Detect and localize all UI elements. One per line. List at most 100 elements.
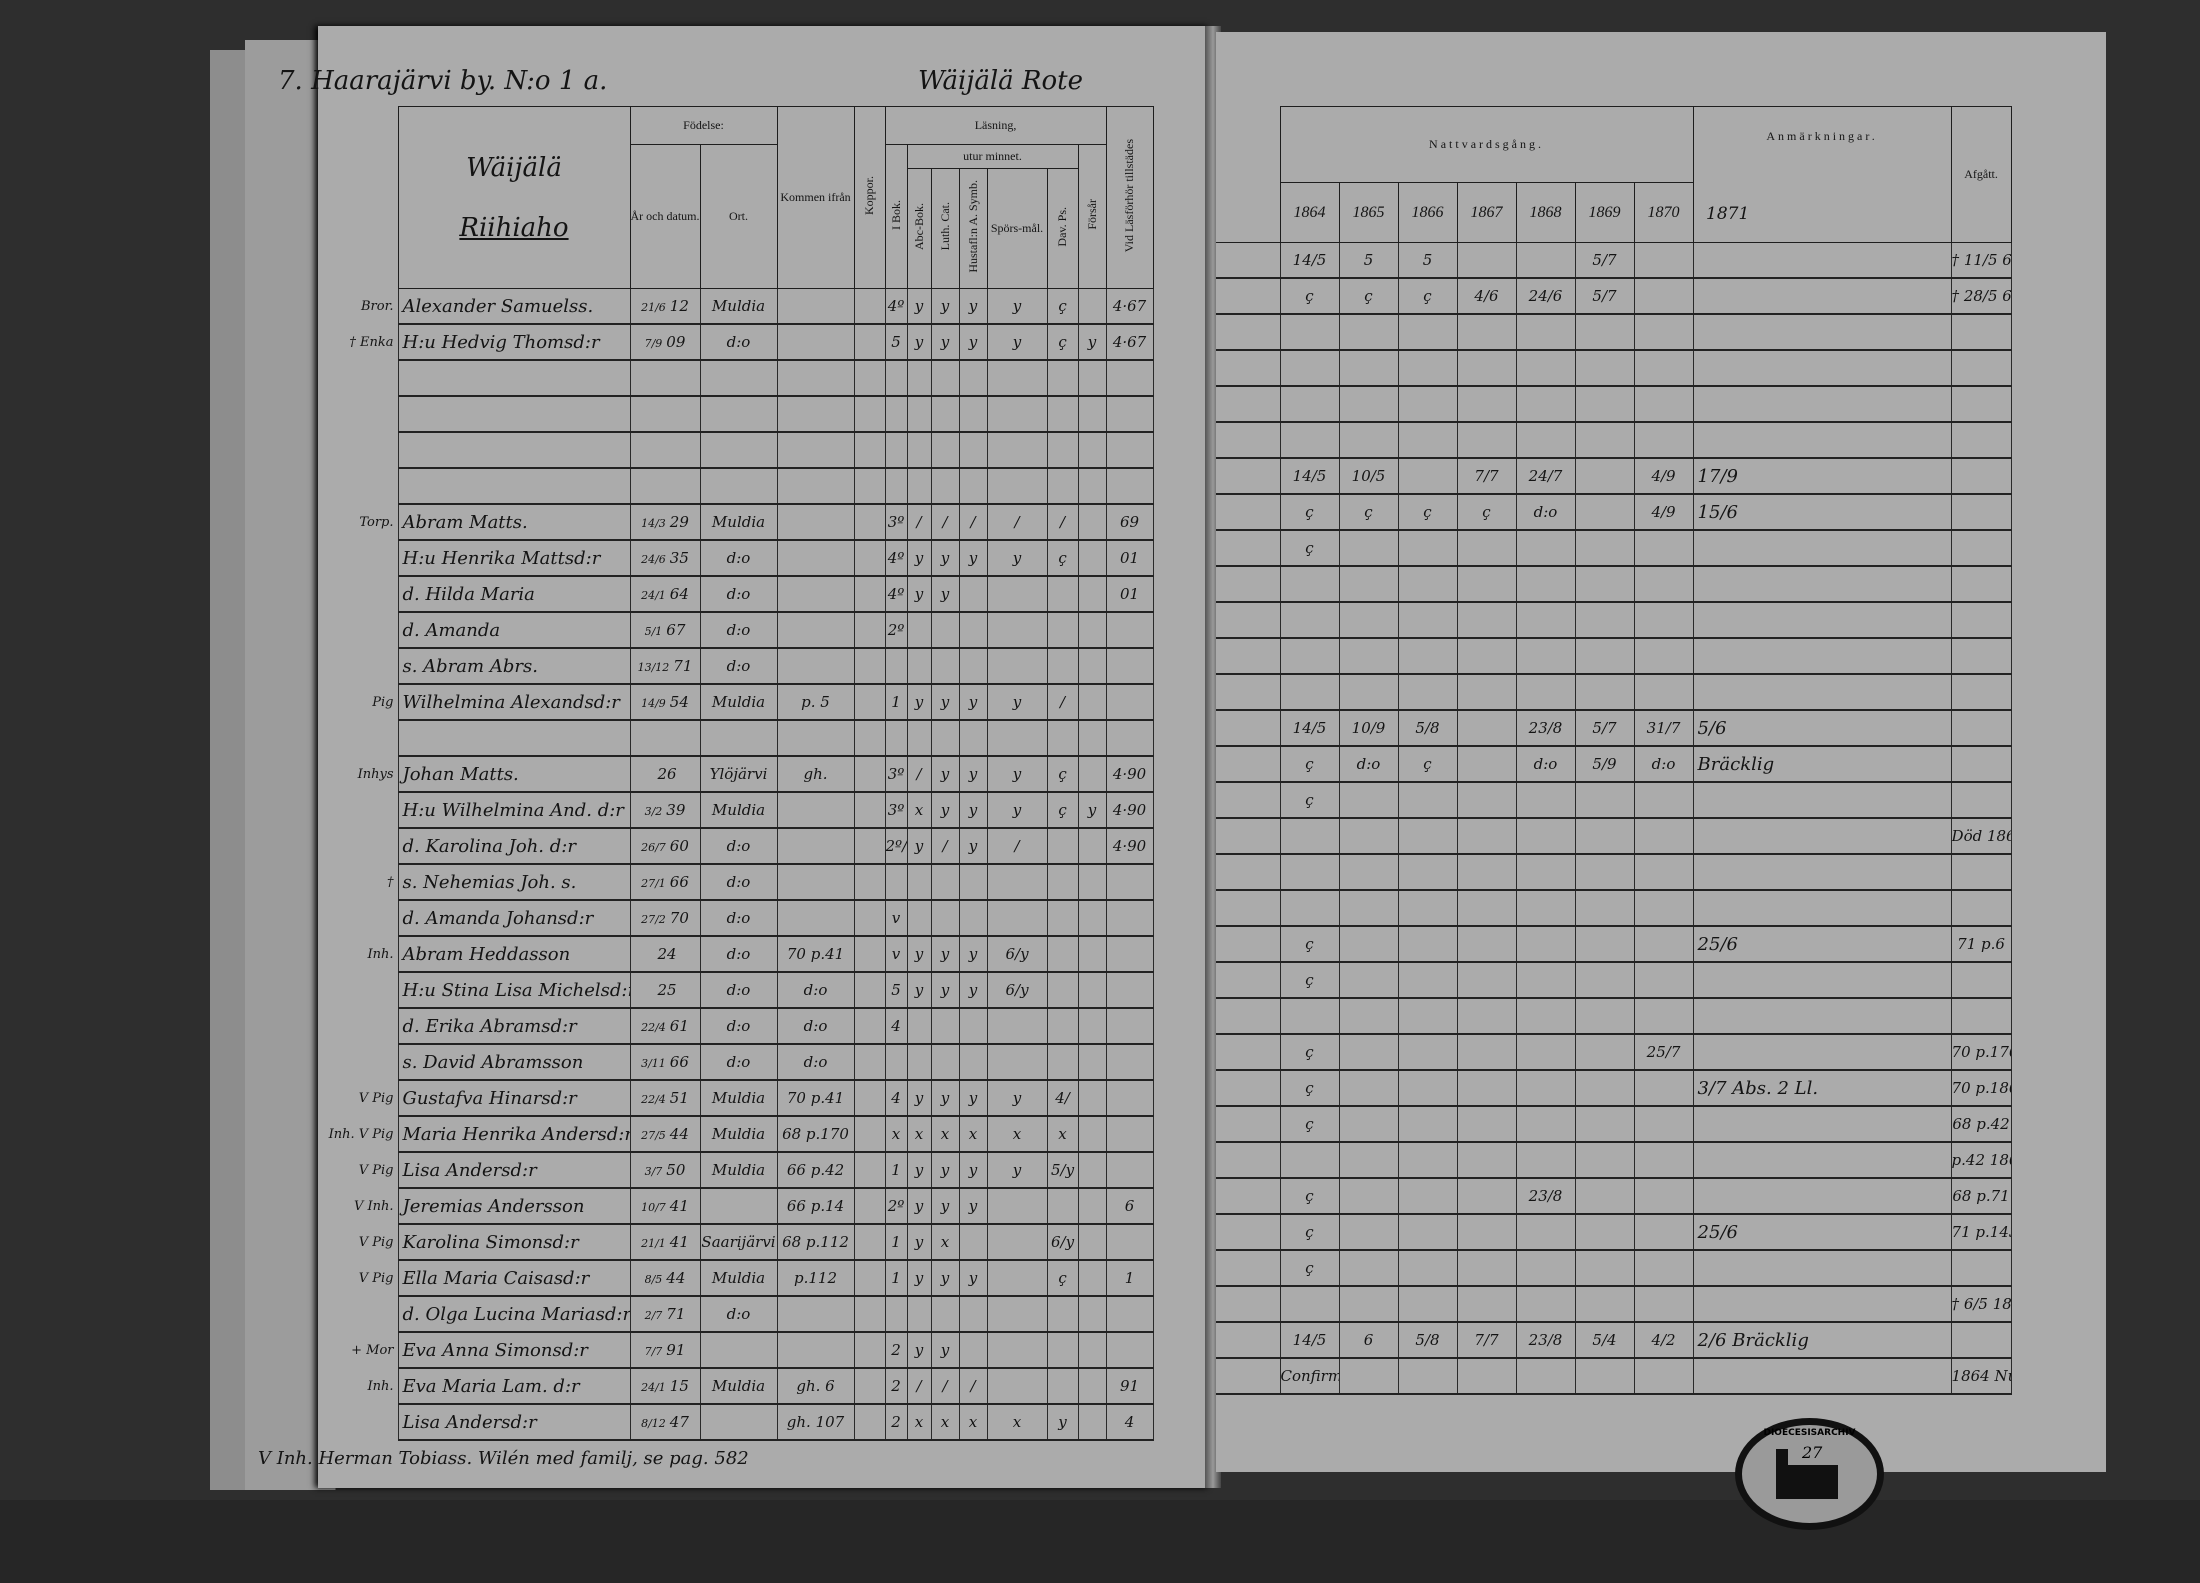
register-row: Bror. Alexander Samuelss. 21/6 12 Muldia 4º y y… (318, 288, 1154, 325)
margin-note (318, 792, 398, 828)
right-margin-cell (1216, 602, 1280, 639)
remark: Bräcklig (1692, 746, 1952, 783)
communion-1864: 14/5 (1279, 1322, 1340, 1359)
sporsmal-mark (986, 432, 1048, 469)
communion-1870: d:o (1633, 746, 1694, 783)
communion-1865 (1338, 1214, 1399, 1251)
communion-row (1216, 314, 2012, 351)
koppor-mark (853, 1080, 886, 1117)
person-name: Alexander Samuelss. (397, 288, 631, 325)
sporsmal-mark (986, 1296, 1048, 1333)
communion-1868 (1515, 1070, 1576, 1107)
communion-1868: 23/8 (1515, 1178, 1576, 1215)
communion-1869 (1574, 458, 1635, 495)
hustafl-mark: y (958, 540, 988, 577)
birth-place: d:o (699, 324, 778, 361)
right-margin-cell (1216, 314, 1280, 351)
hustafl-mark (958, 1008, 988, 1045)
came-from (776, 864, 855, 901)
birth-year: 41 (669, 1233, 689, 1251)
communion-1868 (1515, 854, 1576, 891)
sporsmal-mark (986, 1260, 1048, 1297)
person-name: Wilhelmina Alexandsd:r (397, 684, 631, 721)
communion-1865 (1338, 1286, 1399, 1323)
communion-1869: 5/7 (1574, 278, 1635, 315)
forsar-mark (1077, 396, 1107, 433)
birth-place: Ylöjärvi (699, 756, 778, 793)
lasforhor-mark (1105, 1152, 1154, 1189)
communion-1868 (1515, 890, 1576, 927)
koppor-header: Koppor. (853, 106, 886, 289)
communion-1867 (1456, 926, 1517, 963)
birth-year: 29 (669, 513, 689, 531)
communion-1864 (1279, 818, 1340, 855)
right-margin-cell (1216, 1214, 1280, 1251)
communion-1865 (1338, 782, 1399, 819)
communion-1869: 5/4 (1574, 1322, 1635, 1359)
margin-note (318, 1404, 398, 1440)
communion-1866 (1397, 1286, 1458, 1323)
came-from: 66 p.42 (776, 1152, 855, 1189)
departed (1950, 674, 2012, 711)
hustafl-mark (958, 612, 988, 649)
koppor-mark (853, 396, 886, 433)
abc-bok-mark: / (906, 756, 932, 793)
communion-1864 (1279, 854, 1340, 891)
communion-1867: 7/7 (1456, 458, 1517, 495)
hustafl-mark: y (958, 756, 988, 793)
communion-row: ç d:o ç d:o 5/9 d:o Bräcklig (1216, 746, 2012, 783)
communion-row (1216, 350, 2012, 387)
communion-1867 (1456, 710, 1517, 747)
communion-1864: ç (1279, 782, 1340, 819)
stamp-number: 27 (1802, 1443, 1823, 1462)
departed: 70 p.170 (1950, 1034, 2012, 1071)
hustafl-mark: y (958, 1152, 988, 1189)
birth-day: 7/9 (644, 336, 663, 350)
luth-cat-mark (930, 1296, 960, 1333)
came-from (776, 720, 855, 757)
communion-1865 (1338, 1034, 1399, 1071)
register-row (318, 468, 1154, 505)
margin-note (318, 1296, 398, 1332)
remark (1692, 566, 1952, 603)
archive-stamp: DIOECESISARCHIV 27 (1735, 1418, 1884, 1530)
came-from (776, 432, 855, 469)
remark (1692, 314, 1952, 351)
communion-1870 (1633, 530, 1694, 567)
hustafl-mark: y (958, 1260, 988, 1297)
remark: 5/6 (1692, 710, 1952, 747)
lasforhor-mark: 4·90 (1105, 792, 1154, 829)
communion-1869: 5/7 (1574, 242, 1635, 279)
communion-1869 (1574, 566, 1635, 603)
birth-place: d:o (699, 864, 778, 901)
register-row: Inh. V Pig Maria Henrika Andersd:r 27/5 44 M… (318, 1116, 1154, 1153)
communion-1868: 23/8 (1515, 1322, 1576, 1359)
forsar-mark (1077, 1332, 1107, 1369)
dav-ps-mark (1046, 1332, 1079, 1369)
luth-cat-mark: y (930, 792, 960, 829)
birth-date: 3/11 66 (629, 1044, 701, 1081)
i-bok-mark: 2º/ (884, 828, 908, 865)
abc-bok-mark: y (906, 1152, 932, 1189)
remark (1692, 602, 1952, 639)
communion-1864: ç (1279, 962, 1340, 999)
sporsmal-mark (986, 1044, 1048, 1081)
luth-cat-mark (930, 468, 960, 505)
communion-1868: 24/7 (1515, 458, 1576, 495)
luth-cat-mark: y (930, 684, 960, 721)
remark (1692, 1034, 1952, 1071)
luth-cat-mark: / (930, 1368, 960, 1405)
register-row: d. Karolina Joh. d:r 26/7 60 d:o 2º/y / y/4·90 (318, 828, 1154, 865)
communion-1864 (1279, 674, 1340, 711)
right-margin-cell (1216, 818, 1280, 855)
i-bok-mark (884, 396, 908, 433)
margin-note: V Pig (358, 1162, 394, 1178)
abc-bok-mark: x (906, 1404, 932, 1441)
sporsmal-mark: y (986, 324, 1048, 361)
i-bok-mark (884, 360, 908, 397)
birth-day: 22/4 (641, 1092, 666, 1106)
forsar-mark (1077, 1188, 1107, 1225)
person-name: Ella Maria Caisasd:r (397, 1260, 631, 1297)
koppor-mark (853, 684, 886, 721)
communion-1870 (1633, 926, 1694, 963)
